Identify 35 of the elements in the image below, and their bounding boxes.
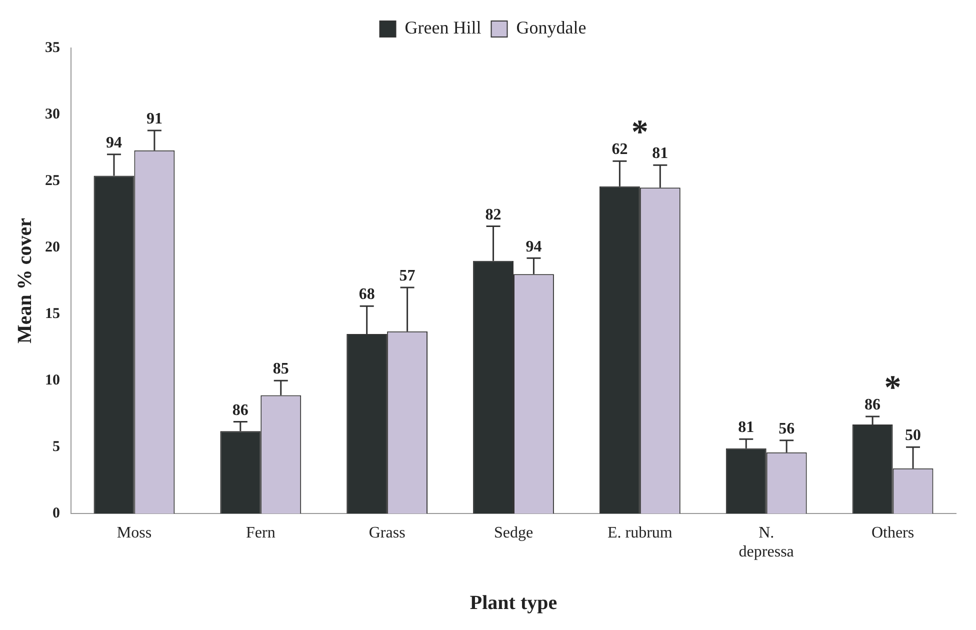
annotation: 68 <box>358 286 375 304</box>
y-tick-label: 20 <box>45 239 60 256</box>
annotation: * <box>884 369 902 406</box>
annotation: 94 <box>106 134 122 152</box>
x-tick-label: Fern <box>246 524 276 542</box>
annotation: 56 <box>778 420 795 438</box>
legend-label: Gonydale <box>516 18 586 38</box>
annotation: 94 <box>526 238 542 256</box>
annotation: 62 <box>612 141 628 158</box>
annotation: 50 <box>905 427 922 444</box>
y-tick-label: 0 <box>52 505 60 522</box>
annotation: 86 <box>232 402 248 419</box>
y-tick-label: 35 <box>45 40 60 56</box>
x-tick-label: Others <box>871 524 914 542</box>
x-tick-label: Grass <box>368 524 406 542</box>
x-tick-label: N. depressa <box>738 524 794 561</box>
x-tick-label: Moss <box>116 524 152 542</box>
y-tick-label: 30 <box>45 106 60 122</box>
y-tick-label: 15 <box>45 306 60 322</box>
y-tick-label: 25 <box>45 172 60 189</box>
annotation: 91 <box>146 110 162 128</box>
y-tick-label: 10 <box>45 372 60 388</box>
y-tick-label: 5 <box>52 438 60 455</box>
annotation: 81 <box>738 419 754 436</box>
annotation: 85 <box>272 360 289 378</box>
y-axis-title: Mean % cover <box>14 218 36 344</box>
annotation: 82 <box>485 206 502 224</box>
annotation: 86 <box>864 396 881 414</box>
annotation: 57 <box>399 268 416 285</box>
x-axis-title: Plant type <box>470 592 558 614</box>
x-tick-label: E. rubrum <box>607 524 673 542</box>
legend-label: Green Hill <box>404 18 482 38</box>
annotation: 81 <box>652 145 668 162</box>
annotation: * <box>631 114 648 151</box>
x-tick-label: Sedge <box>494 524 534 542</box>
